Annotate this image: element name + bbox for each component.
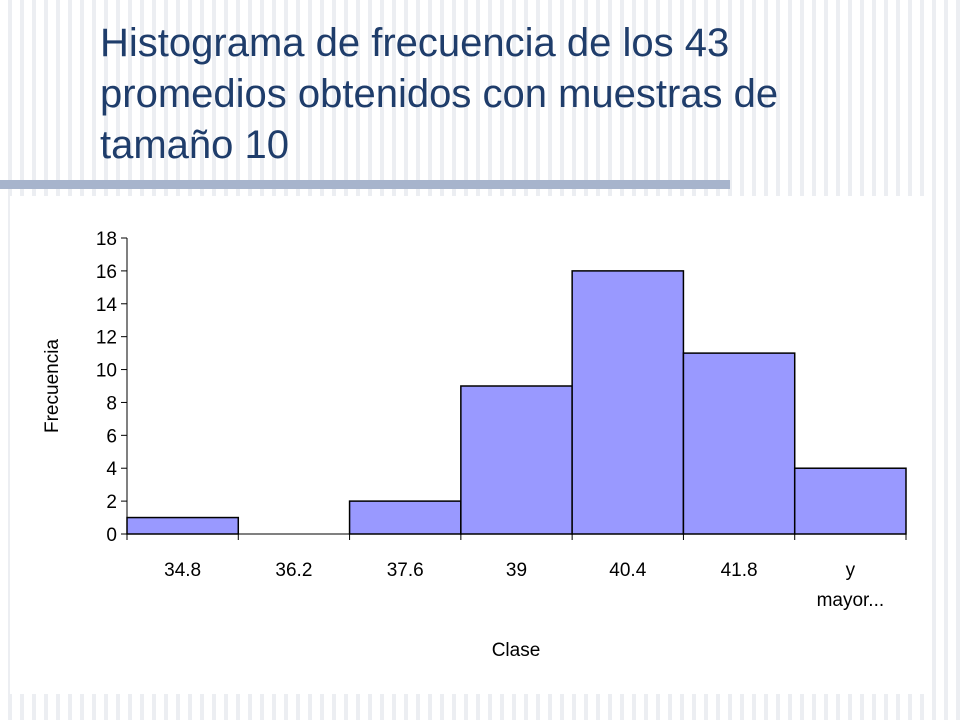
y-tick-label: 12 <box>96 328 117 349</box>
y-tick-label: 8 <box>106 393 117 414</box>
histogram-chart: 0 2 4 6 8 10 12 14 16 18 34.8 36.2 37.6 39 40.4 41.8 y m… <box>42 229 907 661</box>
bar-40-4 <box>571 270 685 535</box>
title-line-1: Histograma de frecuencia de los 43 <box>100 21 730 65</box>
bars <box>126 270 907 535</box>
slide-title: Histograma de frecuencia de los 43 prome… <box>100 18 940 171</box>
x-tick-label-line: 39 <box>506 560 527 581</box>
bar-39 <box>460 385 573 535</box>
title-line-2: promedios obtenidos con muestras de <box>100 72 779 116</box>
title-line-3: tamaño 10 <box>100 123 290 167</box>
bar-37-6 <box>348 500 462 535</box>
x-tick-label: 37.6 <box>387 560 424 581</box>
bar-41-8 <box>682 352 796 535</box>
x-axis-title: Clase <box>492 640 541 661</box>
y-axis: 0 2 4 6 8 10 12 14 16 18 <box>96 229 128 546</box>
x-tick-label-line: 41.8 <box>721 560 758 581</box>
x-tick-label: 36.2 <box>275 560 312 581</box>
bar-y-mayor <box>793 467 907 535</box>
y-tick-label: 2 <box>106 492 117 513</box>
x-tick-label-line: 34.8 <box>164 560 201 581</box>
x-tick-label: y mayor... <box>817 560 885 611</box>
x-tick-labels: 34.8 36.2 37.6 39 40.4 41.8 y mayor... <box>164 560 884 611</box>
x-tick-label-line: mayor... <box>817 590 885 611</box>
y-axis-title: Frecuencia <box>42 339 63 433</box>
y-tick-label: 10 <box>96 361 117 382</box>
chart-panel: 0 2 4 6 8 10 12 14 16 18 34.8 36.2 37.6 39 40.4 41.8 y m… <box>10 196 928 694</box>
y-tick-label: 14 <box>96 295 118 316</box>
y-tick-label: 18 <box>96 229 117 250</box>
x-tick-label: 40.4 <box>609 560 646 581</box>
x-tick-label-line: 40.4 <box>609 560 646 581</box>
x-axis <box>126 533 907 540</box>
x-tick-label-line: 37.6 <box>387 560 424 581</box>
title-underline-rule <box>0 180 730 189</box>
y-tick-label: 0 <box>106 525 117 546</box>
y-tick-label: 16 <box>96 262 117 283</box>
y-tick-label: 6 <box>106 426 117 447</box>
y-tick-label: 4 <box>106 459 117 480</box>
x-tick-label-line: y <box>846 560 856 581</box>
x-tick-label: 39 <box>506 560 527 581</box>
x-tick-label: 41.8 <box>721 560 758 581</box>
x-tick-label-line: 36.2 <box>275 560 312 581</box>
x-tick-label: 34.8 <box>164 560 201 581</box>
bar-34-8 <box>126 516 240 535</box>
